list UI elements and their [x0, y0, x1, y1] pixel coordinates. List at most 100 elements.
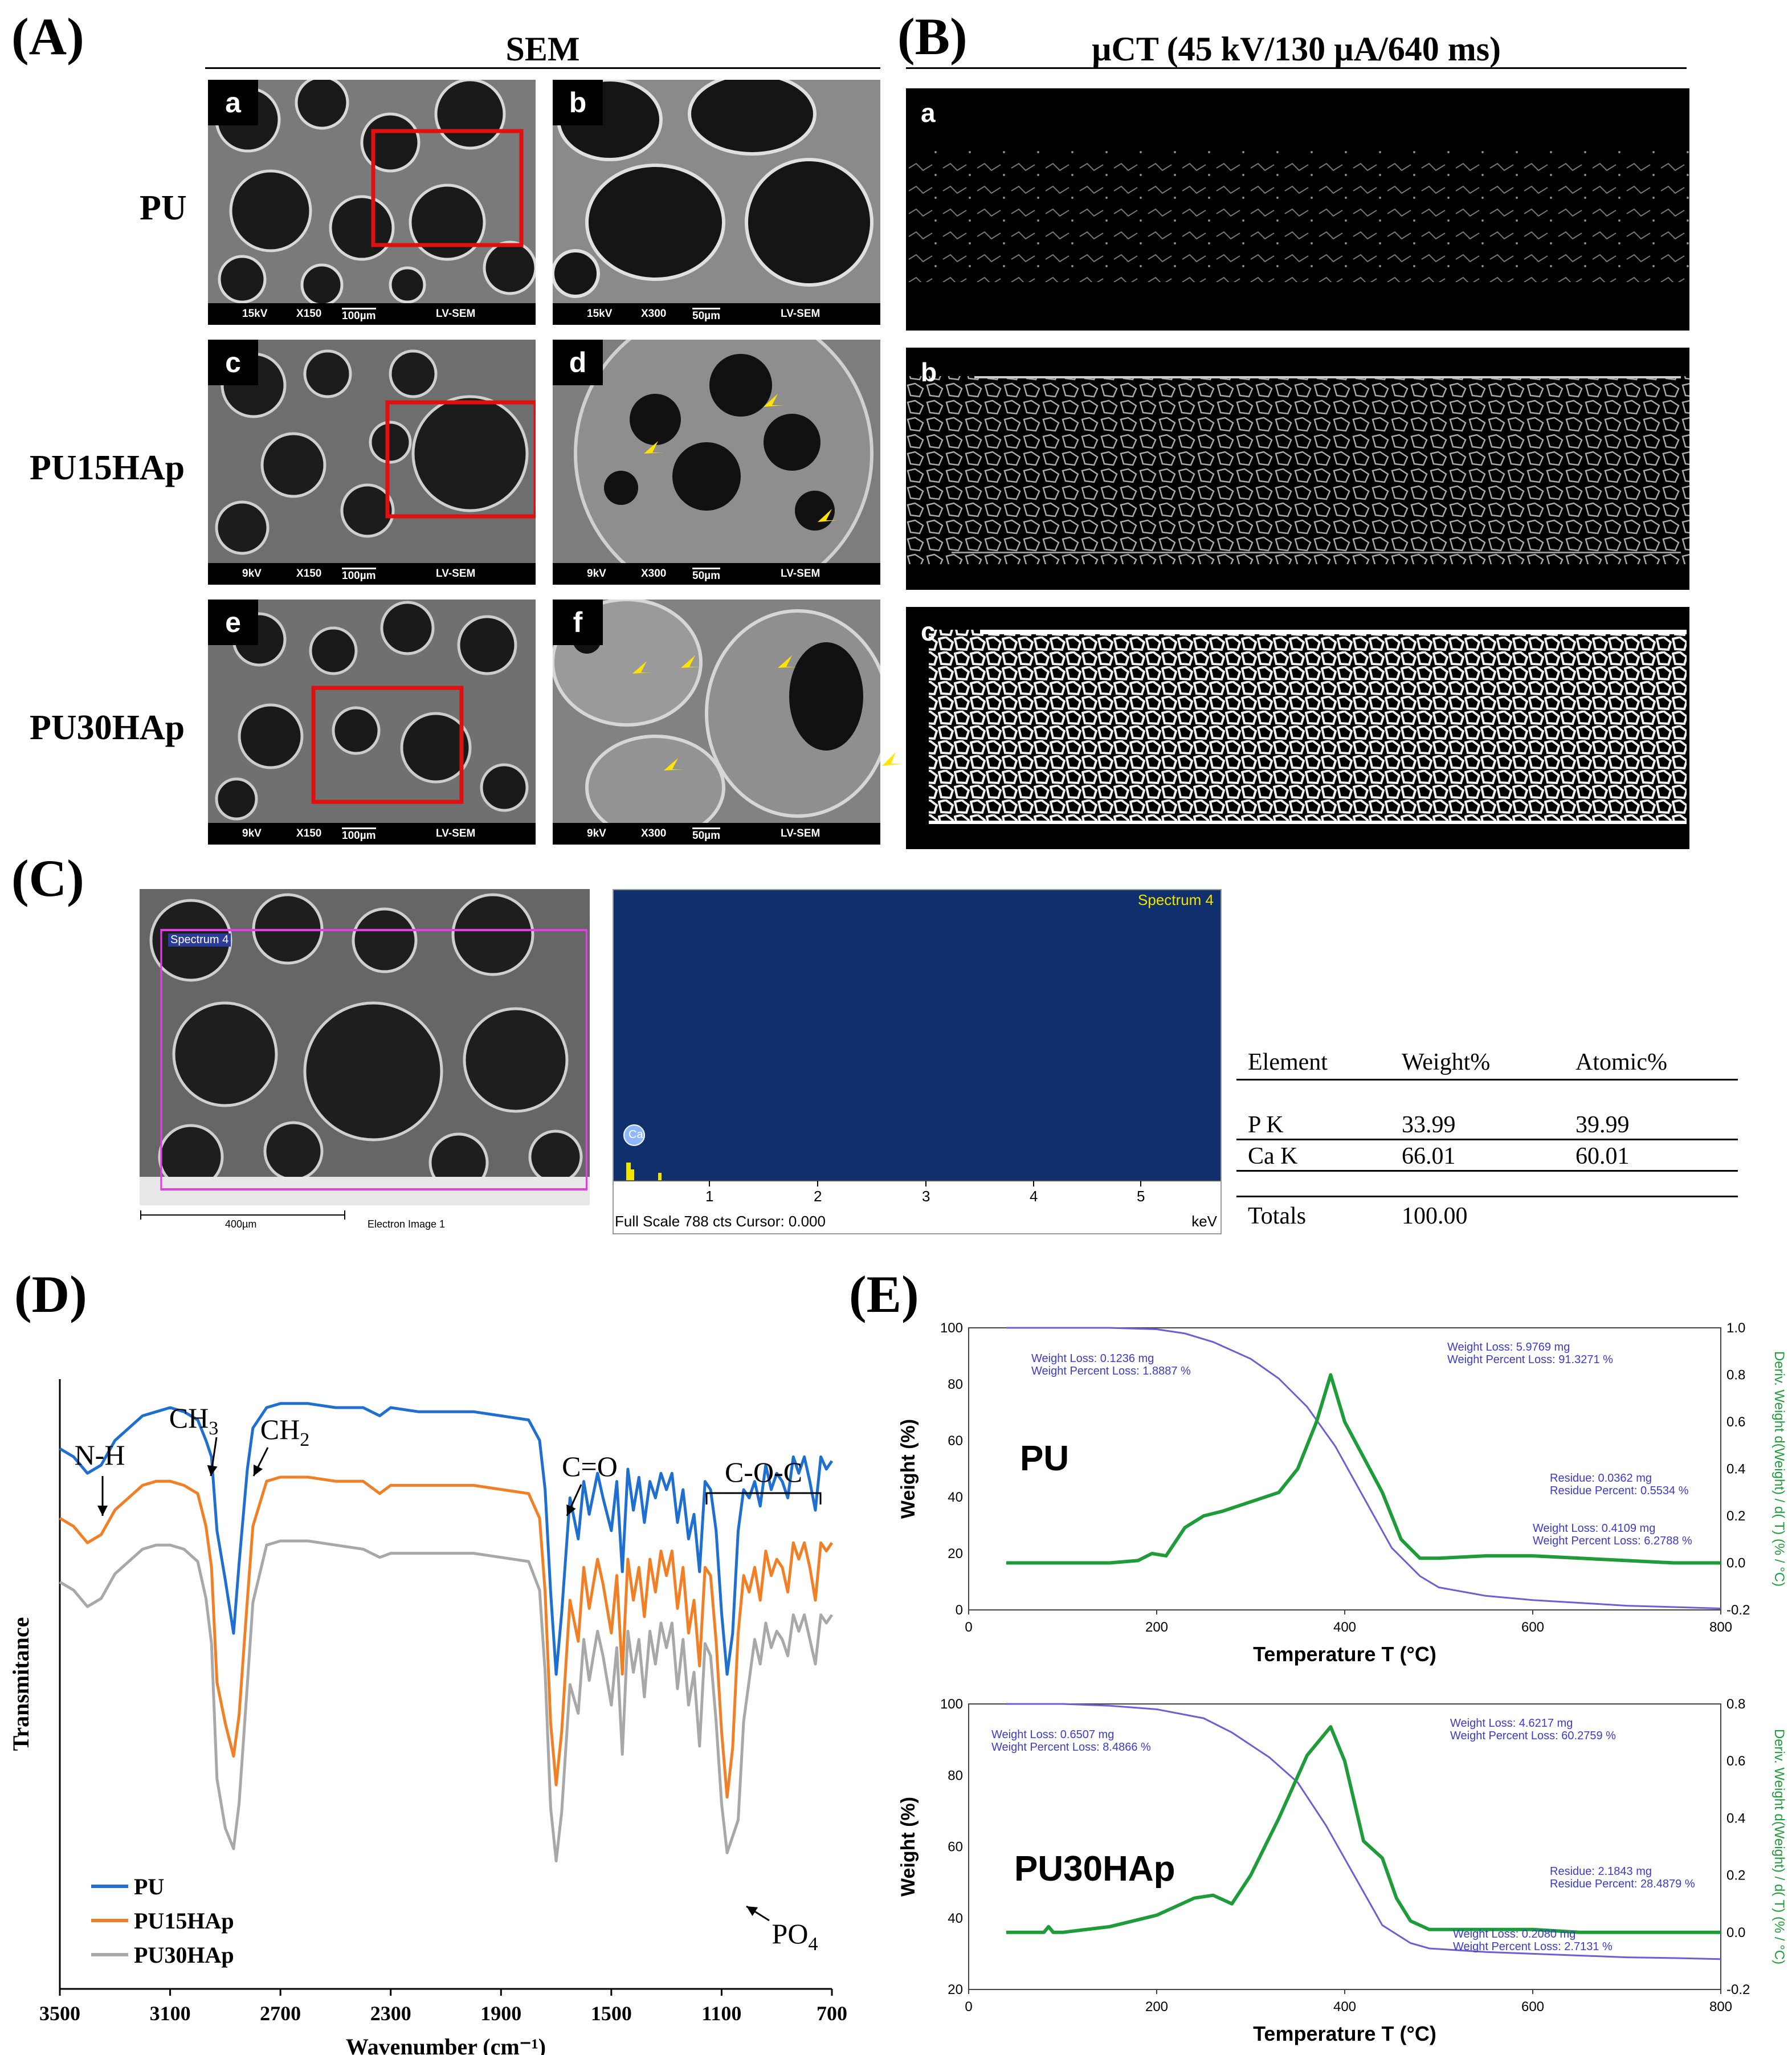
sem-mode: LV-SEM [436, 827, 476, 839]
sem-mode: LV-SEM [781, 827, 821, 839]
sem-info-bar: 9kV X300 50µm LV-SEM [553, 823, 880, 845]
table-cell: 60.01 [1575, 1143, 1630, 1169]
x-tick-label: 3100 [150, 2002, 191, 2025]
annotation-arrowhead [566, 1504, 576, 1516]
table-cell: P K [1248, 1112, 1284, 1138]
eds-unit: keV [1191, 1213, 1217, 1230]
series-line-pu15hap [59, 1475, 834, 1799]
yellow-arrow-icon [882, 752, 903, 766]
table-header-element: Element [1248, 1049, 1328, 1075]
sem-title-rule [205, 67, 880, 69]
y-tick-label: 100 [940, 1320, 963, 1336]
sem-kv: 9kV [587, 827, 606, 839]
annotation-arrowhead [97, 1506, 108, 1516]
x-tick-label: 2300 [370, 2002, 411, 2025]
eds-scale-label: 400µm [225, 1218, 257, 1230]
y2-tick-label: 0.8 [1726, 1368, 1745, 1383]
x-tick-label: 800 [1709, 1999, 1732, 2015]
sem-mode: LV-SEM [436, 308, 476, 320]
sem-mode: LV-SEM [781, 568, 821, 580]
tile-letter: c [208, 340, 258, 385]
sem-pores-pattern [208, 340, 536, 563]
y-tick-label: 40 [948, 1490, 963, 1505]
table-cell: 39.99 [1575, 1112, 1630, 1138]
tga-annotation: Residue: 2.1843 mg [1550, 1865, 1652, 1878]
x-tick-label: 600 [1521, 1620, 1544, 1635]
sem-mode: LV-SEM [436, 568, 476, 580]
x-tick-label: 400 [1333, 1620, 1356, 1635]
annotation-arrowhead [746, 1906, 758, 1917]
sem-kv: 15kV [587, 308, 613, 320]
sem-mode: LV-SEM [781, 308, 821, 320]
sem-kv: 9kV [242, 568, 262, 580]
eds-peak-ca [626, 1163, 631, 1181]
ct-image-a: a [906, 88, 1689, 331]
tga-annotation: Weight Percent Loss: 1.8887 % [1031, 1365, 1191, 1377]
eds-peak-p [658, 1173, 662, 1181]
tga-annotation: Weight Loss: 5.9769 mg [1447, 1341, 1570, 1353]
legend-label: PU [134, 1874, 164, 1899]
annotation-arrowhead [207, 1465, 218, 1476]
x-tick-label: 200 [1145, 1999, 1168, 2015]
sem-info-bar: 15kV X150 100µm LV-SEM [208, 303, 536, 325]
ct-scan-texture [929, 630, 1687, 824]
panel-label-a: (A) [11, 7, 84, 66]
eds-image-caption: Electron Image 1 [368, 1218, 446, 1230]
sem-image-c: c 9kV X150 100µm LV-SEM [208, 340, 536, 585]
y-tick-label: 60 [948, 1433, 963, 1449]
table-rule [1236, 1196, 1738, 1197]
y-axis-label: Weight (%) [897, 1797, 919, 1897]
x-tick-label: 800 [1709, 1620, 1732, 1635]
coc-bracket [705, 1492, 822, 1504]
table-cell: 33.99 [1402, 1112, 1456, 1138]
row-label-pu30hap: PU30HAp [30, 708, 185, 747]
sem-info-bar: 15kV X300 50µm LV-SEM [553, 303, 880, 325]
y-tick-label: 20 [948, 1982, 963, 1997]
ct-image-c: c [906, 607, 1689, 849]
tga-annotation: Weight Loss: 0.6507 mg [991, 1728, 1114, 1741]
panel-label-b: (B) [897, 7, 968, 66]
x-tick-label: 2700 [260, 2002, 301, 2025]
y2-tick-label: 1.0 [1726, 1320, 1745, 1336]
x-tick-label: 0 [965, 1999, 972, 2015]
weight-curve [1006, 1327, 1721, 1609]
tga-annotation: Residue Percent: 0.5534 % [1550, 1485, 1689, 1497]
sem-pores-pattern [208, 80, 536, 303]
series-line-pu [59, 1402, 834, 1676]
ct-scan-texture [906, 376, 1689, 564]
tga-annotation: Residue: 0.0362 mg [1550, 1472, 1652, 1485]
sem-scale: 50µm [692, 308, 720, 323]
peak-annotation: N-H [75, 1439, 125, 1471]
peak-annotation: CH3 [169, 1402, 218, 1439]
y2-tick-label: 0.6 [1726, 1754, 1745, 1769]
peak-annotation: PO4 [772, 1918, 818, 1955]
sample-label: PU [1020, 1439, 1069, 1478]
sem-mag: X300 [641, 308, 667, 320]
y2-tick-label: 0.4 [1726, 1811, 1745, 1826]
y2-tick-label: 0.0 [1726, 1556, 1745, 1571]
y2-tick-label: -0.2 [1726, 1603, 1750, 1618]
sem-scale: 50µm [692, 827, 720, 842]
ct-title: µCT (45 kV/130 µA/640 ms) [1091, 30, 1501, 68]
sem-image-b: b 15kV X300 50µm LV-SEM [553, 80, 880, 325]
sem-mag: X150 [296, 827, 322, 839]
y-tick-label: 80 [948, 1377, 963, 1392]
x-tick-label: 1900 [480, 2002, 521, 2025]
y2-tick-label: 0.2 [1726, 1508, 1745, 1524]
panel-label-c: (C) [11, 849, 84, 907]
series-line-pu30hap [59, 1539, 834, 1863]
tile-letter: b [921, 357, 937, 387]
tile-letter: f [553, 600, 603, 645]
peak-annotation: C=O [562, 1450, 618, 1482]
ct-image-b: b [906, 348, 1689, 590]
tile-letter: d [553, 340, 603, 385]
tga-annotation: Weight Loss: 4.6217 mg [1450, 1717, 1573, 1730]
eds-peak-ca-2 [631, 1169, 634, 1181]
eds-tick: 5 [1137, 1188, 1145, 1205]
x-tick-label: 1500 [591, 2002, 632, 2025]
tga-annotation: Weight Percent Loss: 60.2759 % [1450, 1730, 1616, 1742]
sem-image-d: d 9kV X300 50µm LV-SEM [553, 340, 880, 585]
sem-title: SEM [505, 30, 580, 68]
tga-annotation: Weight Percent Loss: 2.7131 % [1453, 1940, 1613, 1953]
derivative-curve [1006, 1373, 1721, 1565]
